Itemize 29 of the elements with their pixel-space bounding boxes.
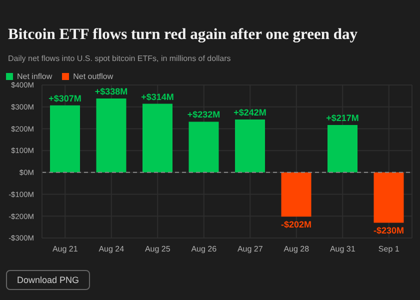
download-button: Download PNG [6, 270, 90, 290]
bar [328, 125, 358, 172]
x-tick-label: Aug 21 [52, 244, 78, 254]
x-tick-label: Aug 26 [191, 244, 218, 254]
bar [374, 172, 404, 223]
data-label: +$338M [94, 86, 128, 97]
bar [235, 120, 265, 172]
bar [188, 122, 219, 172]
legend-label: Net inflow [17, 72, 52, 81]
bar [50, 105, 80, 172]
data-label: +$307M [48, 93, 82, 104]
x-tick-label: Aug 27 [237, 244, 264, 254]
bar [96, 98, 126, 172]
chart-title: Bitcoin ETF flows turn red again after one green day [8, 26, 358, 44]
legend-label: Net outflow [73, 72, 114, 81]
x-tick-label: Aug 25 [144, 244, 171, 254]
data-label: +$314M [141, 92, 174, 102]
data-label: -$202M [280, 220, 312, 230]
data-label: +$242M [234, 108, 266, 118]
data-label: +$217M [326, 113, 359, 123]
x-tick-label: Aug 28 [284, 244, 310, 254]
chart-subtitle: Daily net flows into U.S. spot bitcoin ETFs, in millions of dollars [8, 54, 231, 63]
x-tick-label: Aug 24 [98, 244, 125, 254]
data-label: +$232M [187, 110, 220, 120]
bar [142, 104, 172, 172]
data-label: -$230M [373, 226, 404, 236]
x-tick-label: Aug 31 [330, 244, 356, 254]
x-tick-label: Sep 1 [378, 244, 400, 254]
bar [281, 172, 312, 217]
